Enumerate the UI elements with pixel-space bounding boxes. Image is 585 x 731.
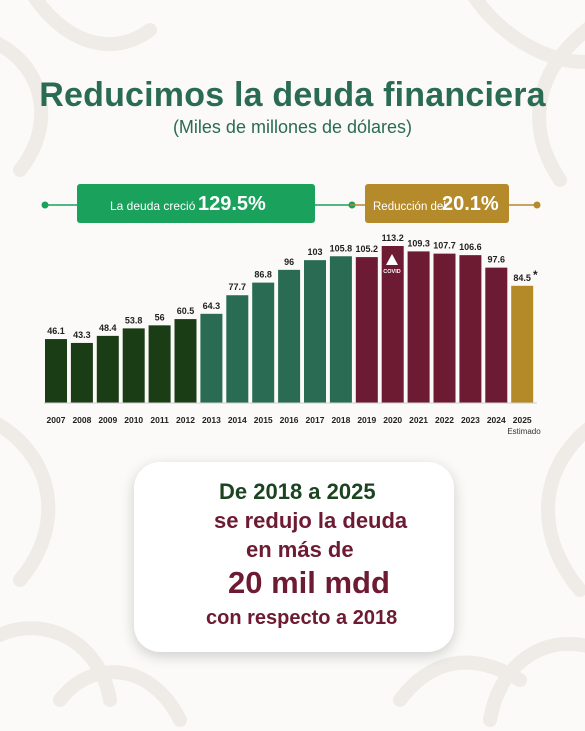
- value-label-2024: 97.6: [488, 255, 506, 265]
- bar-2009: [96, 335, 119, 403]
- summary-qualifier: en más de: [246, 537, 354, 562]
- bar-2023: [459, 255, 482, 403]
- page-subtitle: (Miles de millones de dólares): [172, 117, 413, 137]
- bar-2010: [122, 328, 145, 403]
- bar-2012: [174, 319, 197, 403]
- reduction-banner-text: Reducción del: [373, 201, 446, 213]
- summary-period: De 2018 a 2025: [219, 479, 376, 504]
- bar-2008: [70, 342, 93, 403]
- bar-2022: [433, 253, 456, 403]
- tick-label-2023: 2023: [461, 415, 480, 425]
- tick-label-2013: 2013: [202, 415, 221, 425]
- bar-2025: [511, 285, 534, 403]
- tick-label-2018: 2018: [331, 415, 350, 425]
- tick-label-2024: 2024: [487, 415, 506, 425]
- reduction-banner: [365, 184, 509, 223]
- value-label-2013: 64.3: [203, 301, 221, 311]
- bar-2013: [200, 313, 223, 403]
- tick-label-2009: 2009: [98, 415, 117, 425]
- tick-label-2021: 2021: [409, 415, 428, 425]
- value-label-2020: 113.2: [382, 233, 404, 243]
- tick-label-2019: 2019: [357, 415, 376, 425]
- tick-label-2012: 2012: [176, 415, 195, 425]
- tick-label-2014: 2014: [228, 415, 247, 425]
- value-label-2025: 84.5: [513, 273, 531, 283]
- value-label-2014: 77.7: [229, 282, 247, 292]
- summary-reference: con respecto a 2018: [206, 607, 398, 629]
- tick-label-2016: 2016: [280, 415, 299, 425]
- value-label-2019: 105.2: [356, 244, 379, 254]
- growth-banner: [77, 184, 315, 223]
- estimate-label: Estimado: [507, 427, 541, 436]
- tick-label-2011: 2011: [150, 415, 169, 425]
- bar-2021: [407, 251, 430, 403]
- value-label-2016: 96: [284, 257, 294, 267]
- tick-label-2017: 2017: [306, 415, 325, 425]
- bar-2011: [148, 325, 171, 403]
- summary-statement: se redujo la deuda: [214, 508, 408, 533]
- growth-banner-text: La deuda creció: [110, 199, 196, 213]
- value-label-2009: 48.4: [99, 323, 117, 333]
- estimate-asterisk: *: [533, 268, 538, 282]
- value-label-2012: 60.5: [177, 306, 195, 316]
- covid-triangle-icon: [386, 254, 398, 265]
- bar-2014: [226, 295, 249, 403]
- summary-card: De 2018 a 2025 se redujo la deuda en más…: [134, 462, 454, 652]
- bar-2007: [45, 339, 67, 403]
- value-label-2008: 43.3: [73, 330, 91, 340]
- value-label-2018: 105.8: [330, 243, 353, 253]
- bar-2016: [278, 269, 301, 403]
- value-label-2022: 107.7: [433, 241, 456, 251]
- value-label-2010: 53.8: [125, 315, 143, 325]
- covid-label: COVID: [383, 269, 400, 275]
- tick-label-2007: 2007: [47, 415, 66, 425]
- value-label-2023: 106.6: [459, 242, 482, 252]
- page-title: Reducimos la deuda financiera: [39, 76, 546, 114]
- tick-label-2010: 2010: [124, 415, 143, 425]
- reduction-banner-value: 20.1%: [442, 193, 499, 215]
- bar-2020: [381, 246, 404, 403]
- tick-label-2022: 2022: [435, 415, 454, 425]
- growth-timeline-start: [41, 201, 49, 209]
- value-label-2007: 46.1: [47, 326, 65, 336]
- bar-2015: [252, 282, 275, 403]
- growth-banner-value: 129.5%: [198, 193, 266, 215]
- summary-amount: 20 mil mdd: [228, 565, 390, 600]
- reduction-timeline-end: [533, 201, 541, 209]
- bar-2019: [355, 257, 378, 403]
- value-label-2015: 86.8: [254, 270, 272, 280]
- value-label-2017: 103: [307, 247, 322, 257]
- value-label-2011: 56: [155, 312, 165, 322]
- tick-label-2015: 2015: [254, 415, 273, 425]
- tick-label-2020: 2020: [383, 415, 402, 425]
- bar-2024: [485, 267, 508, 403]
- tick-label-2008: 2008: [72, 415, 91, 425]
- tick-label-2025: 2025: [513, 415, 532, 425]
- bar-2017: [304, 260, 326, 403]
- bar-2018: [329, 256, 352, 403]
- value-label-2021: 109.3: [407, 238, 430, 248]
